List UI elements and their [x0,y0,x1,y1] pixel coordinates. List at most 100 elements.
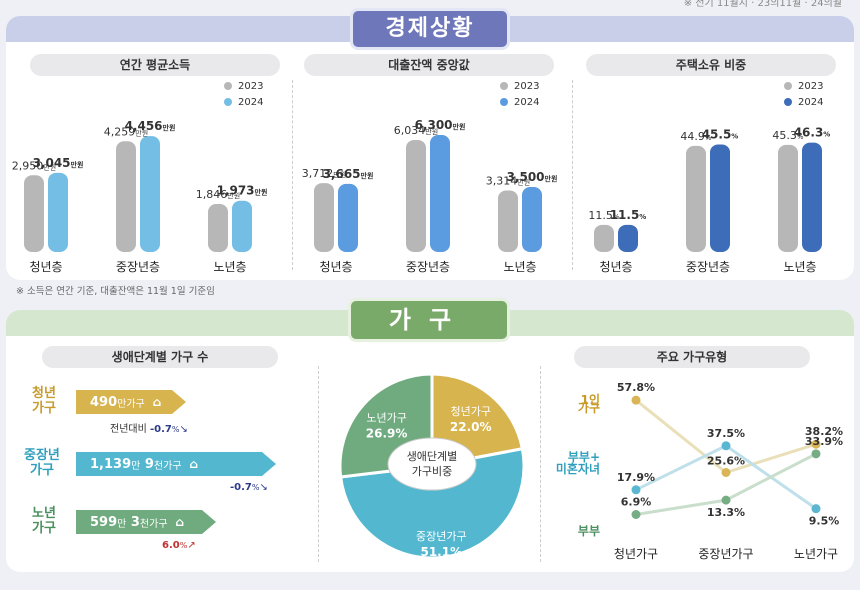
top-note: ※ 전기 11월지 · 23의11월 · 24의월 [683,0,842,9]
bar-value-label: 44.9% [680,130,712,143]
household-count-bar: 599 만 3 천가구 ⌂ [76,510,216,534]
bar-value-label: 1,973만원 [217,184,268,198]
bar-value-label: 6,034만원 [394,124,438,137]
category-label: 중장년층 [116,260,160,274]
bar-value-label: 45.3% [772,129,804,142]
category-label: 노년층 [783,260,816,274]
line-point [721,467,731,477]
bar-value-label: 3,500만원 [507,170,558,184]
bar-2023-2 [778,144,798,252]
bar-2024-1 [710,144,730,252]
line-series-name: 1인 [581,392,600,407]
change-unit: % [171,425,180,434]
bar-value-label: 11.5% [588,209,620,222]
household-panel: 생애단계별 가구 수 주요 가구유형 청년 가구 490 만가구 ⌂ 전년대비 -0.7%… [6,310,854,572]
change-unit: % [179,541,188,550]
change-value: 6.0 [162,540,180,551]
legend-swatch-2023 [784,82,792,90]
pie-center-badge [387,437,477,491]
bar-2024-0 [338,183,358,252]
bar-value-label: 4,259만원 [104,125,148,138]
line-category-label: 노년가구 [794,547,838,561]
legend-swatch-2023 [224,82,232,90]
line-point-label: 6.9% [621,496,652,509]
bar-value-label: 3,045만원 [33,156,84,170]
legend-label: 2024 [798,96,824,108]
bar-value-label: 3,712만원 [302,167,346,180]
bar-value-label: 3,314만원 [486,174,530,187]
income-chart-title: 연간 평균소득 [30,54,280,76]
bar-number: 1,139 [90,456,132,472]
category-label: 청년층 [319,260,352,274]
line-point-label: 57.8% [617,381,655,394]
economy-footnote: ※ 소득은 연간 기준, 대출잔액은 11월 1일 기준임 [16,286,215,297]
legend-label: 2023 [514,80,540,92]
divider [540,366,541,562]
pie-slice-name: 중장년가구 [416,530,467,543]
category-label: 노년층 [213,260,246,274]
household-banner: 가구 [348,298,510,342]
house-icon: ⌂ [152,395,162,409]
change-value: -0.7 [150,424,172,435]
bar-2024-1 [430,135,450,252]
line-point-label: 13.3% [707,506,745,519]
change-value: -0.7 [230,482,252,493]
line-point-label: 17.9% [617,471,655,484]
house-icon: ⌂ [175,515,185,529]
category-label: 중장년층 [686,260,730,274]
pie-slice-value: 22.0% [450,420,492,434]
arrow-down-icon: ↘ [259,482,268,493]
legend-swatch-2023 [500,82,508,90]
line-point-label: 9.5% [809,515,840,528]
bar-2023-2 [498,190,518,252]
bar-2023-2 [208,204,228,252]
bar-number: 490 [90,394,118,410]
pie-slice-name: 노년가구 [366,412,406,425]
legend-swatch-2024 [500,98,508,106]
change-prefix: 전년대비 [110,424,147,435]
bar-2024-2 [232,200,252,252]
category-label: 노년층 [503,260,536,274]
bar-2023-1 [116,141,136,252]
household-type-title: 주요 가구유형 [574,346,810,368]
economy-panel: 연간 평균소득 대출잔액 중앙값 주택소유 비중 2023 2024 2023 … [6,16,854,280]
line-point-label: 25.6% [707,454,745,467]
household-count-bar: 1,139 만 9 천가구 ⌂ [76,452,276,476]
legend-label: 2023 [238,80,264,92]
arrow-down-icon: ↘ [179,424,188,435]
line-category-label: 청년가구 [614,547,658,561]
line-series-name: 부부+ [568,450,600,464]
line-point [721,441,731,451]
bar-unit: 천가구 [139,518,168,530]
bar-2024-0 [618,224,638,252]
bar-value-label: 46.3% [794,126,831,140]
pie-slice-value: 26.9% [366,427,408,441]
line-point [811,504,821,514]
bar-value-label: 4,456만원 [125,119,176,133]
household-stage-label: 중장년 가구 [24,448,60,478]
pie-slice-value: 51.1% [420,545,462,559]
economy-banner: 경제상황 [350,8,510,50]
legend-label: 2024 [238,96,264,108]
line-point [811,449,821,459]
bar-value-label: 45.5% [702,127,739,141]
legend-swatch-2024 [784,98,792,106]
divider [292,80,293,270]
bar-value-label: 3,665만원 [323,167,374,181]
pie-center-label: 생애단계별 [407,450,458,463]
bar-unit: 만가구 [117,398,145,410]
line-series-name: 미혼자녀 [556,461,600,476]
line-category-label: 중장년가구 [698,547,753,561]
line-point [631,395,641,405]
arrow-up-icon: ↗ [187,540,196,551]
bar-value-label: 2,950만원 [12,159,56,172]
bar-2023-1 [686,145,706,252]
line-series-name: 부부 [578,524,600,538]
home-legend: 2023 2024 [784,78,823,110]
bar-2023-0 [24,175,44,252]
bar-number: 9 [144,456,154,472]
pie-slice-name: 청년가구 [450,405,490,418]
